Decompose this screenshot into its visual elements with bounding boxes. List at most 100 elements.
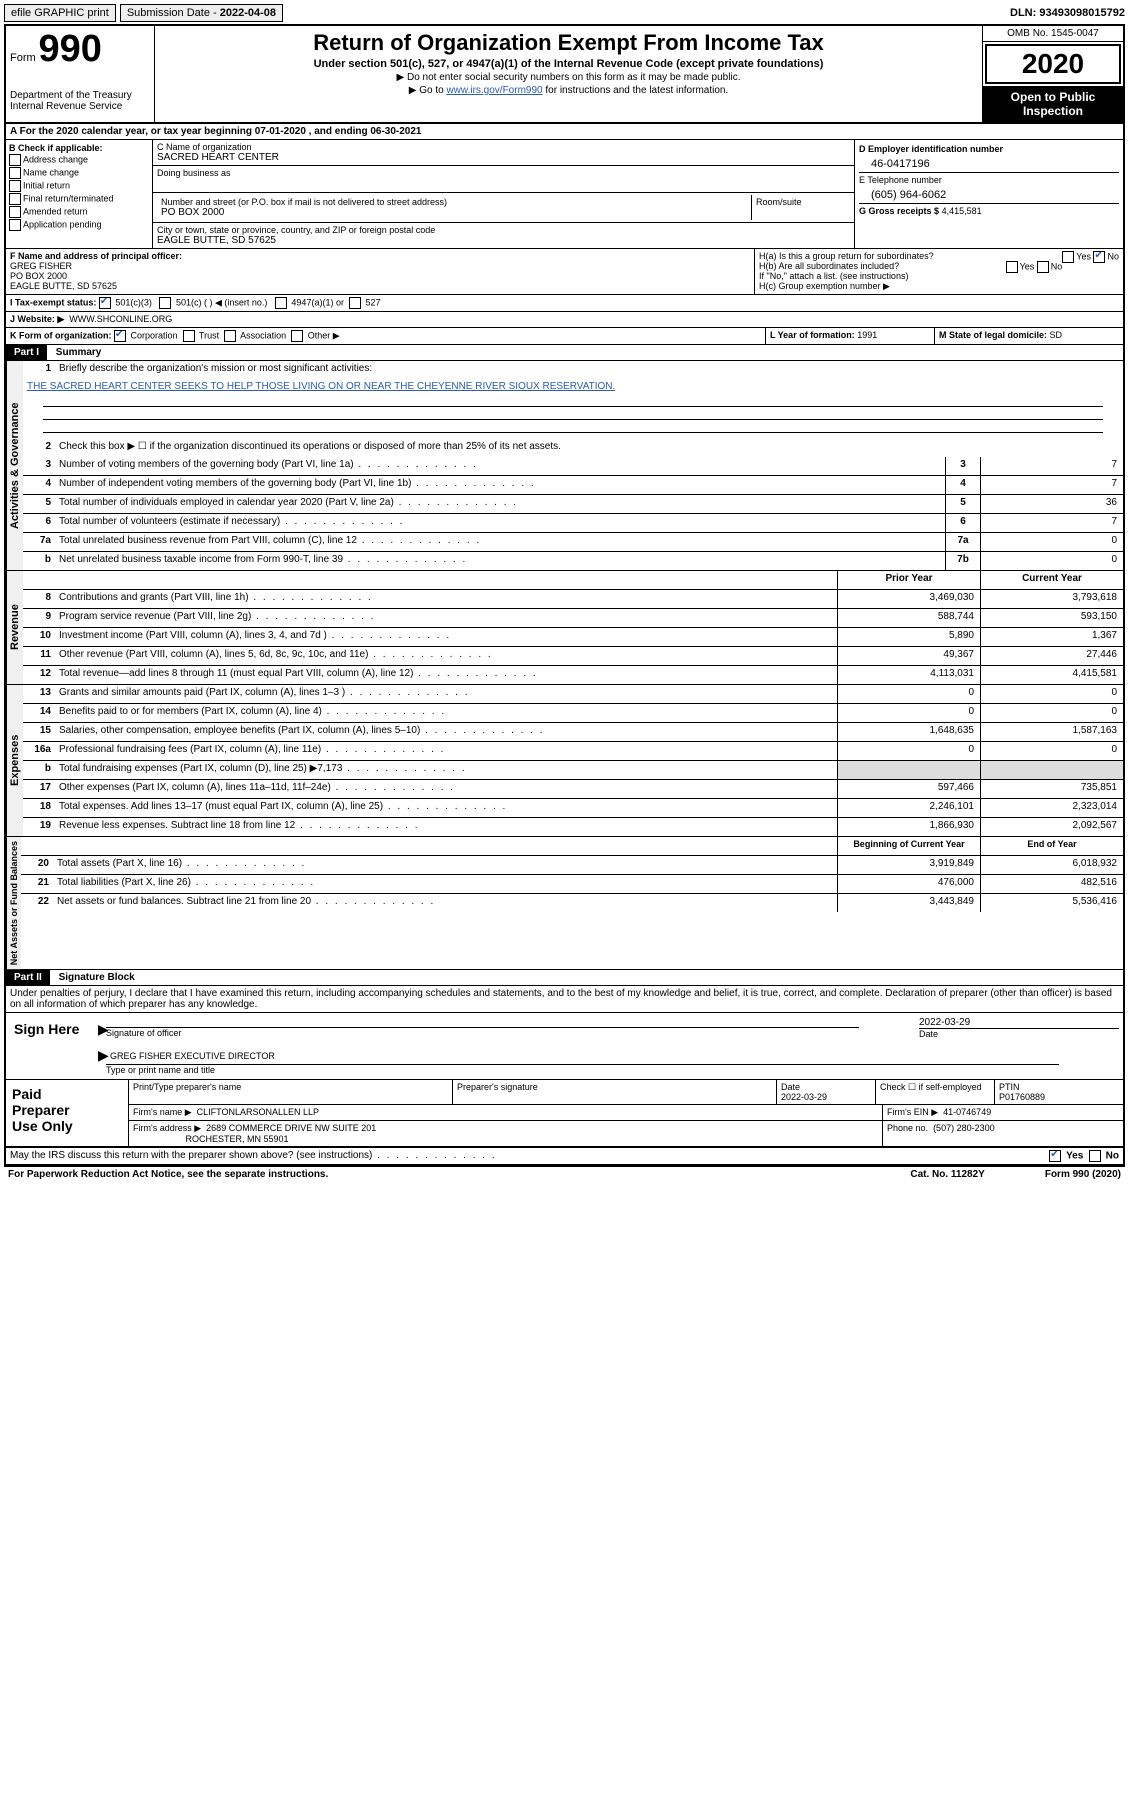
penalty-statement: Under penalties of perjury, I declare th…: [6, 986, 1123, 1013]
sign-here-body: ▶ Signature of officer 2022-03-29 Date ▶…: [92, 1013, 1123, 1079]
efile-print-button[interactable]: efile GRAPHIC print: [4, 4, 116, 22]
col-b-header: B Check if applicable:: [9, 143, 103, 153]
irs-link[interactable]: www.irs.gov/Form990: [446, 85, 542, 96]
discuss-no-cb[interactable]: [1089, 1150, 1101, 1162]
cb-501c[interactable]: [159, 297, 171, 309]
line-text: Total expenses. Add lines 13–17 (must eq…: [55, 799, 837, 817]
form-title: Return of Organization Exempt From Incom…: [161, 30, 976, 56]
officer-sig-line: ▶: [106, 1027, 859, 1028]
firm-addr-block: Firm's address ▶ 2689 COMMERCE DRIVE NW …: [129, 1121, 883, 1146]
instr2-pre: ▶ Go to: [409, 85, 447, 96]
cb-initial-return[interactable]: Initial return: [9, 180, 149, 192]
address-label: Number and street (or P.O. box if mail i…: [161, 197, 747, 207]
ha-yes-cb[interactable]: [1062, 251, 1074, 263]
line-num: 13: [23, 685, 55, 703]
current-value: 0: [980, 742, 1123, 760]
cb-assoc[interactable]: [224, 330, 236, 342]
net-assets-section: Net Assets or Fund Balances Beginning of…: [6, 837, 1123, 970]
cat-no: Cat. No. 11282Y: [910, 1169, 984, 1180]
org-name-label: C Name of organization: [157, 142, 850, 152]
part-2-header: Part II Signature Block: [6, 970, 1123, 986]
preparer-date: Date 2022-03-29: [777, 1080, 876, 1104]
cb-address-change[interactable]: Address change: [9, 154, 149, 166]
line-num: 14: [23, 704, 55, 722]
website-row: J Website: ▶ WWW.SHCONLINE.ORG: [6, 312, 1123, 327]
cb-amended-return[interactable]: Amended return: [9, 206, 149, 218]
line-num: b: [23, 761, 55, 779]
line-text: Total liabilities (Part X, line 26): [53, 875, 837, 893]
opt-501c3: 501(c)(3): [115, 297, 152, 307]
prior-value: 4,113,031: [837, 666, 980, 684]
hb-no-cb[interactable]: [1037, 261, 1049, 273]
dept-irs: Internal Revenue Service: [10, 101, 150, 112]
cb-label-2: Name change: [23, 167, 79, 177]
ha-yes: Yes: [1076, 251, 1091, 261]
address-main: Number and street (or P.O. box if mail i…: [157, 195, 752, 220]
gov-line: 7a Total unrelated business revenue from…: [23, 533, 1123, 552]
line-text: Total unrelated business revenue from Pa…: [55, 533, 945, 551]
line-text: Total assets (Part X, line 16): [53, 856, 837, 874]
line-num: 12: [23, 666, 55, 684]
officer-name: GREG FISHER: [10, 261, 72, 271]
cb-4947[interactable]: [275, 297, 287, 309]
firm-name-label: Firm's name ▶: [133, 1107, 192, 1117]
cb-corp[interactable]: [114, 330, 126, 342]
tel-value: (605) 964-6062: [871, 189, 1119, 201]
line-num: 16a: [23, 742, 55, 760]
opt-501c: 501(c) ( ) ◀ (insert no.): [176, 297, 267, 307]
discuss-no: No: [1106, 1151, 1119, 1162]
row-a-mid: , and ending: [309, 126, 371, 137]
net-assets-body: Beginning of Current Year End of Year 20…: [21, 837, 1123, 969]
cb-501c3[interactable]: [99, 297, 111, 309]
website-value: WWW.SHCONLINE.ORG: [69, 314, 172, 324]
ha-no-cb[interactable]: [1093, 251, 1105, 263]
dept-treasury: Department of the Treasury: [10, 90, 150, 101]
firm-phone-label: Phone no.: [887, 1123, 928, 1133]
part-1-title: Summary: [50, 345, 108, 360]
cb-final-return[interactable]: Final return/terminated: [9, 193, 149, 205]
line-text: Program service revenue (Part VIII, line…: [55, 609, 837, 627]
cb-trust[interactable]: [183, 330, 195, 342]
discuss-yes-cb[interactable]: [1049, 1150, 1061, 1162]
sign-here-label: Sign Here: [6, 1013, 92, 1079]
line-value: 0: [980, 533, 1123, 551]
sign-here-section: Sign Here ▶ Signature of officer 2022-03…: [6, 1013, 1123, 1080]
cb-application-pending[interactable]: Application pending: [9, 219, 149, 231]
data-line: 12 Total revenue—add lines 8 through 11 …: [23, 666, 1123, 684]
line-text: Other revenue (Part VIII, column (A), li…: [55, 647, 837, 665]
q1-num: 1: [23, 361, 55, 379]
data-line: 14 Benefits paid to or for members (Part…: [23, 704, 1123, 723]
rev-header-row: Prior Year Current Year: [23, 571, 1123, 590]
opt-other: Other ▶: [308, 330, 340, 340]
prior-value: [837, 761, 980, 779]
discuss-text: May the IRS discuss this return with the…: [10, 1150, 497, 1162]
prior-value: 3,919,849: [837, 856, 980, 874]
current-value: 0: [980, 704, 1123, 722]
sign-date-label: Date: [919, 1028, 1119, 1039]
governance-section: Activities & Governance 1Briefly describ…: [6, 361, 1123, 571]
ptin-block: PTIN P01760889: [995, 1080, 1123, 1104]
prior-value: 0: [837, 704, 980, 722]
part-1-header: Part I Summary: [6, 345, 1123, 361]
discuss-row: May the IRS discuss this return with the…: [6, 1148, 1123, 1165]
prior-value: 49,367: [837, 647, 980, 665]
officer-typed-name: GREG FISHER EXECUTIVE DIRECTOR: [110, 1051, 275, 1061]
gov-line: 6 Total number of volunteers (estimate i…: [23, 514, 1123, 533]
cb-name-change[interactable]: Name change: [9, 167, 149, 179]
hb-yes-cb[interactable]: [1006, 261, 1018, 273]
line-text: Number of independent voting members of …: [55, 476, 945, 494]
firm-phone-block: Phone no. (507) 280-2300: [883, 1121, 1123, 1146]
city-block: City or town, state or province, country…: [153, 223, 854, 248]
gross-label: G Gross receipts $: [859, 206, 939, 216]
cb-other[interactable]: [291, 330, 303, 342]
line-value: 36: [980, 495, 1123, 513]
self-employed-cb[interactable]: Check ☐ if self-employed: [876, 1080, 995, 1104]
current-value: [980, 761, 1123, 779]
opt-assoc: Association: [240, 330, 286, 340]
line-box: 6: [945, 514, 980, 532]
line-num: 9: [23, 609, 55, 627]
org-name-block: C Name of organization SACRED HEART CENT…: [153, 140, 854, 166]
line-num: 21: [21, 875, 53, 893]
cb-527[interactable]: [349, 297, 361, 309]
paid-preparer-body: Print/Type preparer's name Preparer's si…: [129, 1080, 1123, 1146]
